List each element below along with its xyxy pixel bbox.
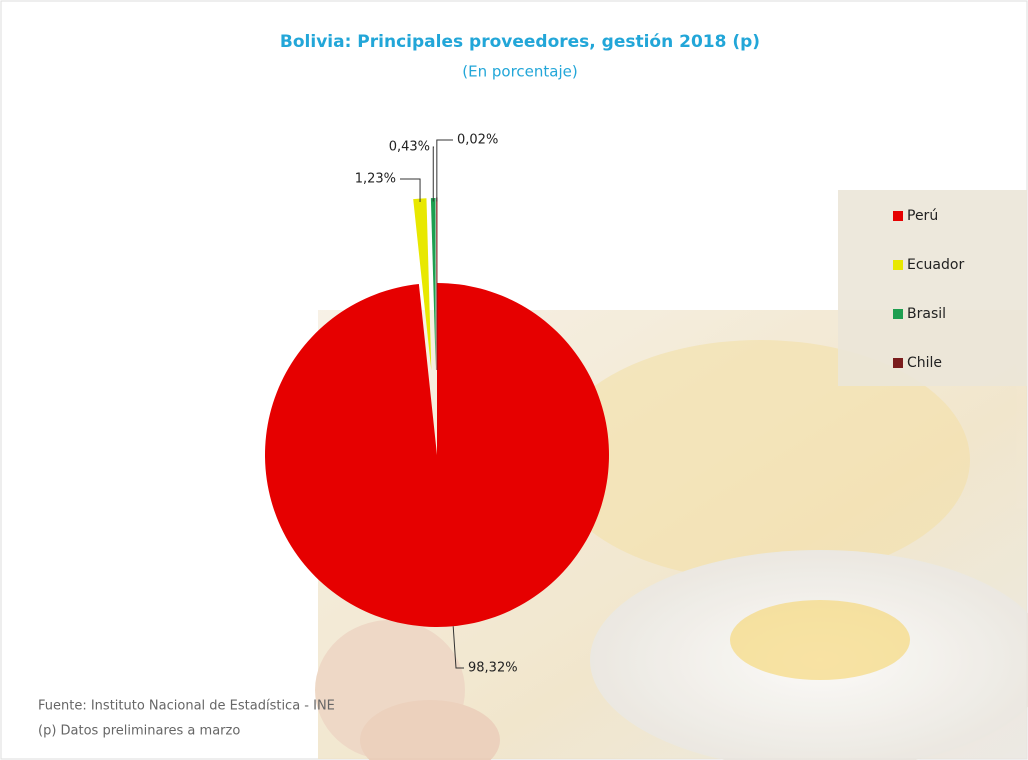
leader-line <box>400 178 421 203</box>
data-label: 1,23% <box>355 172 396 187</box>
chart-title: Bolivia: Principales proveedores, gestió… <box>280 32 760 52</box>
leader-line <box>436 139 453 202</box>
legend-label: Brasil <box>907 306 946 322</box>
pie-slice <box>413 198 432 371</box>
source-note: Fuente: Instituto Nacional de Estadístic… <box>38 699 335 714</box>
legend-label: Ecuador <box>907 257 964 273</box>
legend-swatch <box>893 358 903 368</box>
legend-box <box>838 190 1027 386</box>
footnote: (p) Datos preliminares a marzo <box>38 724 240 739</box>
legend-swatch <box>893 211 903 221</box>
legend-label: Chile <box>907 355 942 371</box>
leader-line <box>432 146 434 202</box>
pie-slice <box>430 198 436 371</box>
pie-slice <box>265 283 610 627</box>
chart-subtitle: (En porcentaje) <box>462 63 577 81</box>
legend-swatch <box>893 260 903 270</box>
data-label: 98,32% <box>468 661 518 676</box>
background-photo <box>315 310 1028 760</box>
legend-swatch <box>893 309 903 319</box>
legend-label: Perú <box>907 208 938 224</box>
data-label: 0,43% <box>389 140 430 155</box>
data-label: 0,02% <box>457 133 498 148</box>
leader-line <box>452 626 464 669</box>
